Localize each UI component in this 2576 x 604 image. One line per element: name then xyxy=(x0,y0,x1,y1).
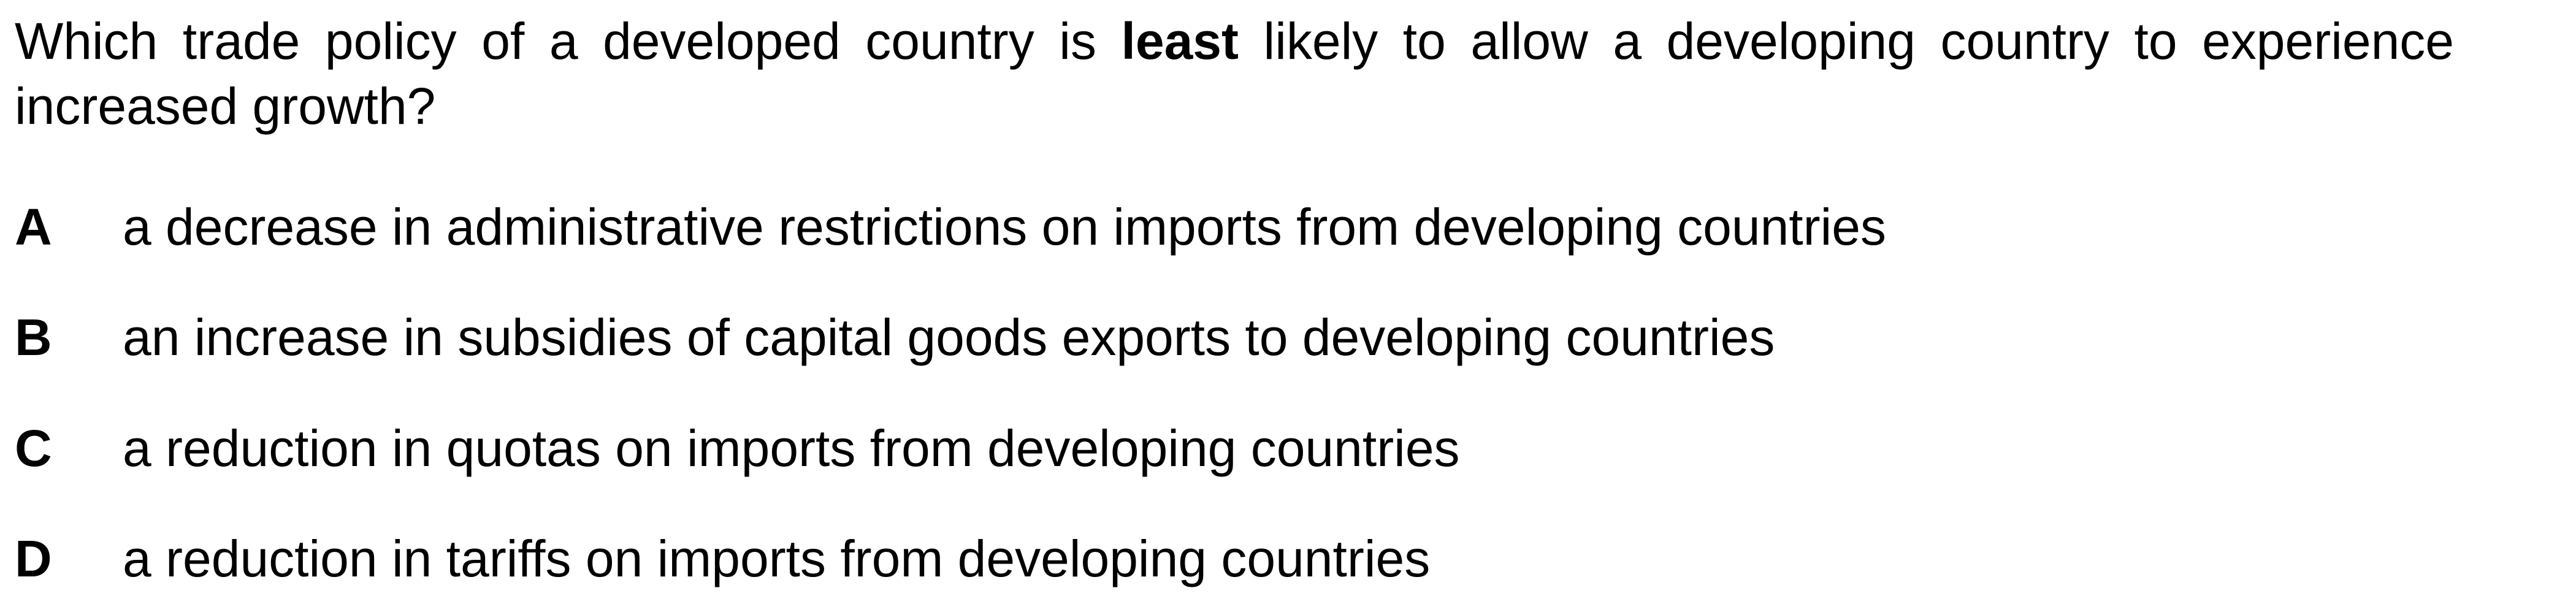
option-text: a decrease in administrative restriction… xyxy=(123,198,1886,256)
option-text: a reduction in quotas on imports from de… xyxy=(123,419,1460,477)
option-letter: D xyxy=(15,530,52,587)
question-text-before: Which trade policy of a developed countr… xyxy=(15,12,1122,70)
question-emphasis: least xyxy=(1121,12,1239,70)
option-letter: B xyxy=(15,308,52,366)
question-stem: Which trade policy of a developed countr… xyxy=(15,9,2454,139)
option-text: a reduction in tariffs on imports from d… xyxy=(123,530,1431,587)
question-text-after: likely to allow a developing country to … xyxy=(15,12,2455,135)
option-letter: A xyxy=(15,198,52,256)
option-letter: C xyxy=(15,419,52,477)
option-text: an increase in subsidies of capital good… xyxy=(123,308,1775,366)
